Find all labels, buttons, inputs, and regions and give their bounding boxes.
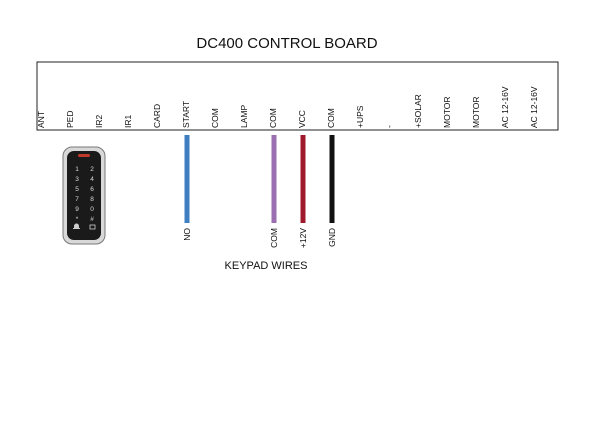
terminal-label: COM xyxy=(210,108,220,128)
keypad-key: 1 xyxy=(75,166,79,173)
terminal-label: AC 12-16V xyxy=(500,86,510,128)
keypad-key: 6 xyxy=(90,186,94,193)
keypad-key: 9 xyxy=(75,206,79,213)
lock-icon xyxy=(89,224,96,230)
keypad-key: 3 xyxy=(75,176,79,183)
title: DC400 CONTROL BOARD xyxy=(196,35,377,52)
terminal-label: +SOLAR xyxy=(413,94,423,128)
keypad-key: 2 xyxy=(90,166,94,173)
wire-label: NO xyxy=(182,228,192,241)
keypad xyxy=(62,146,106,245)
terminal-label: IR1 xyxy=(123,115,133,129)
keypad-key: 8 xyxy=(90,196,94,203)
terminal-label: IR2 xyxy=(94,115,104,129)
terminal-label: MOTOR xyxy=(471,97,481,128)
keypad-face xyxy=(67,151,101,240)
wire-label: COM xyxy=(269,228,279,248)
terminal-label: ANT xyxy=(36,111,46,128)
terminal-label: COM xyxy=(268,108,278,128)
keypad-key: 0 xyxy=(90,206,94,213)
wire-label: +12V xyxy=(298,228,308,248)
keypad-key: 4 xyxy=(90,176,94,183)
terminal-label: VCC xyxy=(297,110,307,128)
terminal-label: LAMP xyxy=(239,105,249,128)
terminal-label: - xyxy=(384,125,394,128)
keypad-key: 5 xyxy=(75,186,79,193)
terminal-label: COM xyxy=(326,108,336,128)
terminal-label: +UPS xyxy=(355,105,365,128)
wire-label: GND xyxy=(327,228,337,247)
keypad-led xyxy=(78,154,90,157)
bell-icon xyxy=(73,223,80,229)
wires-caption: KEYPAD WIRES xyxy=(225,260,308,272)
control-board xyxy=(36,61,559,131)
keypad-key: # xyxy=(90,216,94,223)
terminal-label: MOTOR xyxy=(442,97,452,128)
terminal-label: AC 12-16V xyxy=(529,86,539,128)
terminal-label: PED xyxy=(65,111,75,128)
terminal-label: START xyxy=(181,101,191,128)
terminal-label: CARD xyxy=(152,104,162,128)
keypad-key: 7 xyxy=(75,196,79,203)
keypad-key: * xyxy=(76,216,79,223)
